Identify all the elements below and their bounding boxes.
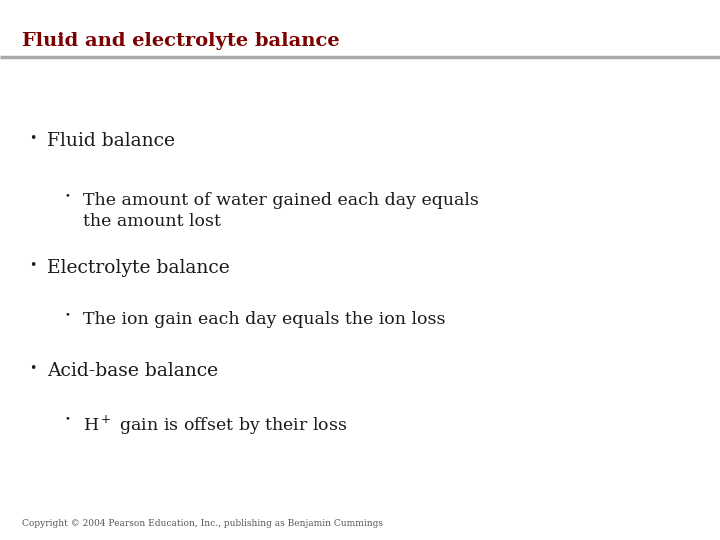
- Text: Copyright © 2004 Pearson Education, Inc., publishing as Benjamin Cummings: Copyright © 2004 Pearson Education, Inc.…: [22, 519, 382, 528]
- Text: •: •: [65, 192, 71, 201]
- Text: •: •: [29, 259, 36, 272]
- Text: Acid-base balance: Acid-base balance: [47, 362, 218, 380]
- Text: Fluid and electrolyte balance: Fluid and electrolyte balance: [22, 32, 339, 50]
- Text: •: •: [65, 414, 71, 423]
- Text: •: •: [29, 132, 36, 145]
- Text: H$^+$ gain is offset by their loss: H$^+$ gain is offset by their loss: [83, 414, 347, 437]
- Text: Electrolyte balance: Electrolyte balance: [47, 259, 230, 277]
- Text: Fluid balance: Fluid balance: [47, 132, 175, 150]
- Text: The amount of water gained each day equals
the amount lost: The amount of water gained each day equa…: [83, 192, 479, 230]
- Text: The ion gain each day equals the ion loss: The ion gain each day equals the ion los…: [83, 310, 445, 327]
- Text: •: •: [65, 310, 71, 320]
- Text: •: •: [29, 362, 36, 375]
